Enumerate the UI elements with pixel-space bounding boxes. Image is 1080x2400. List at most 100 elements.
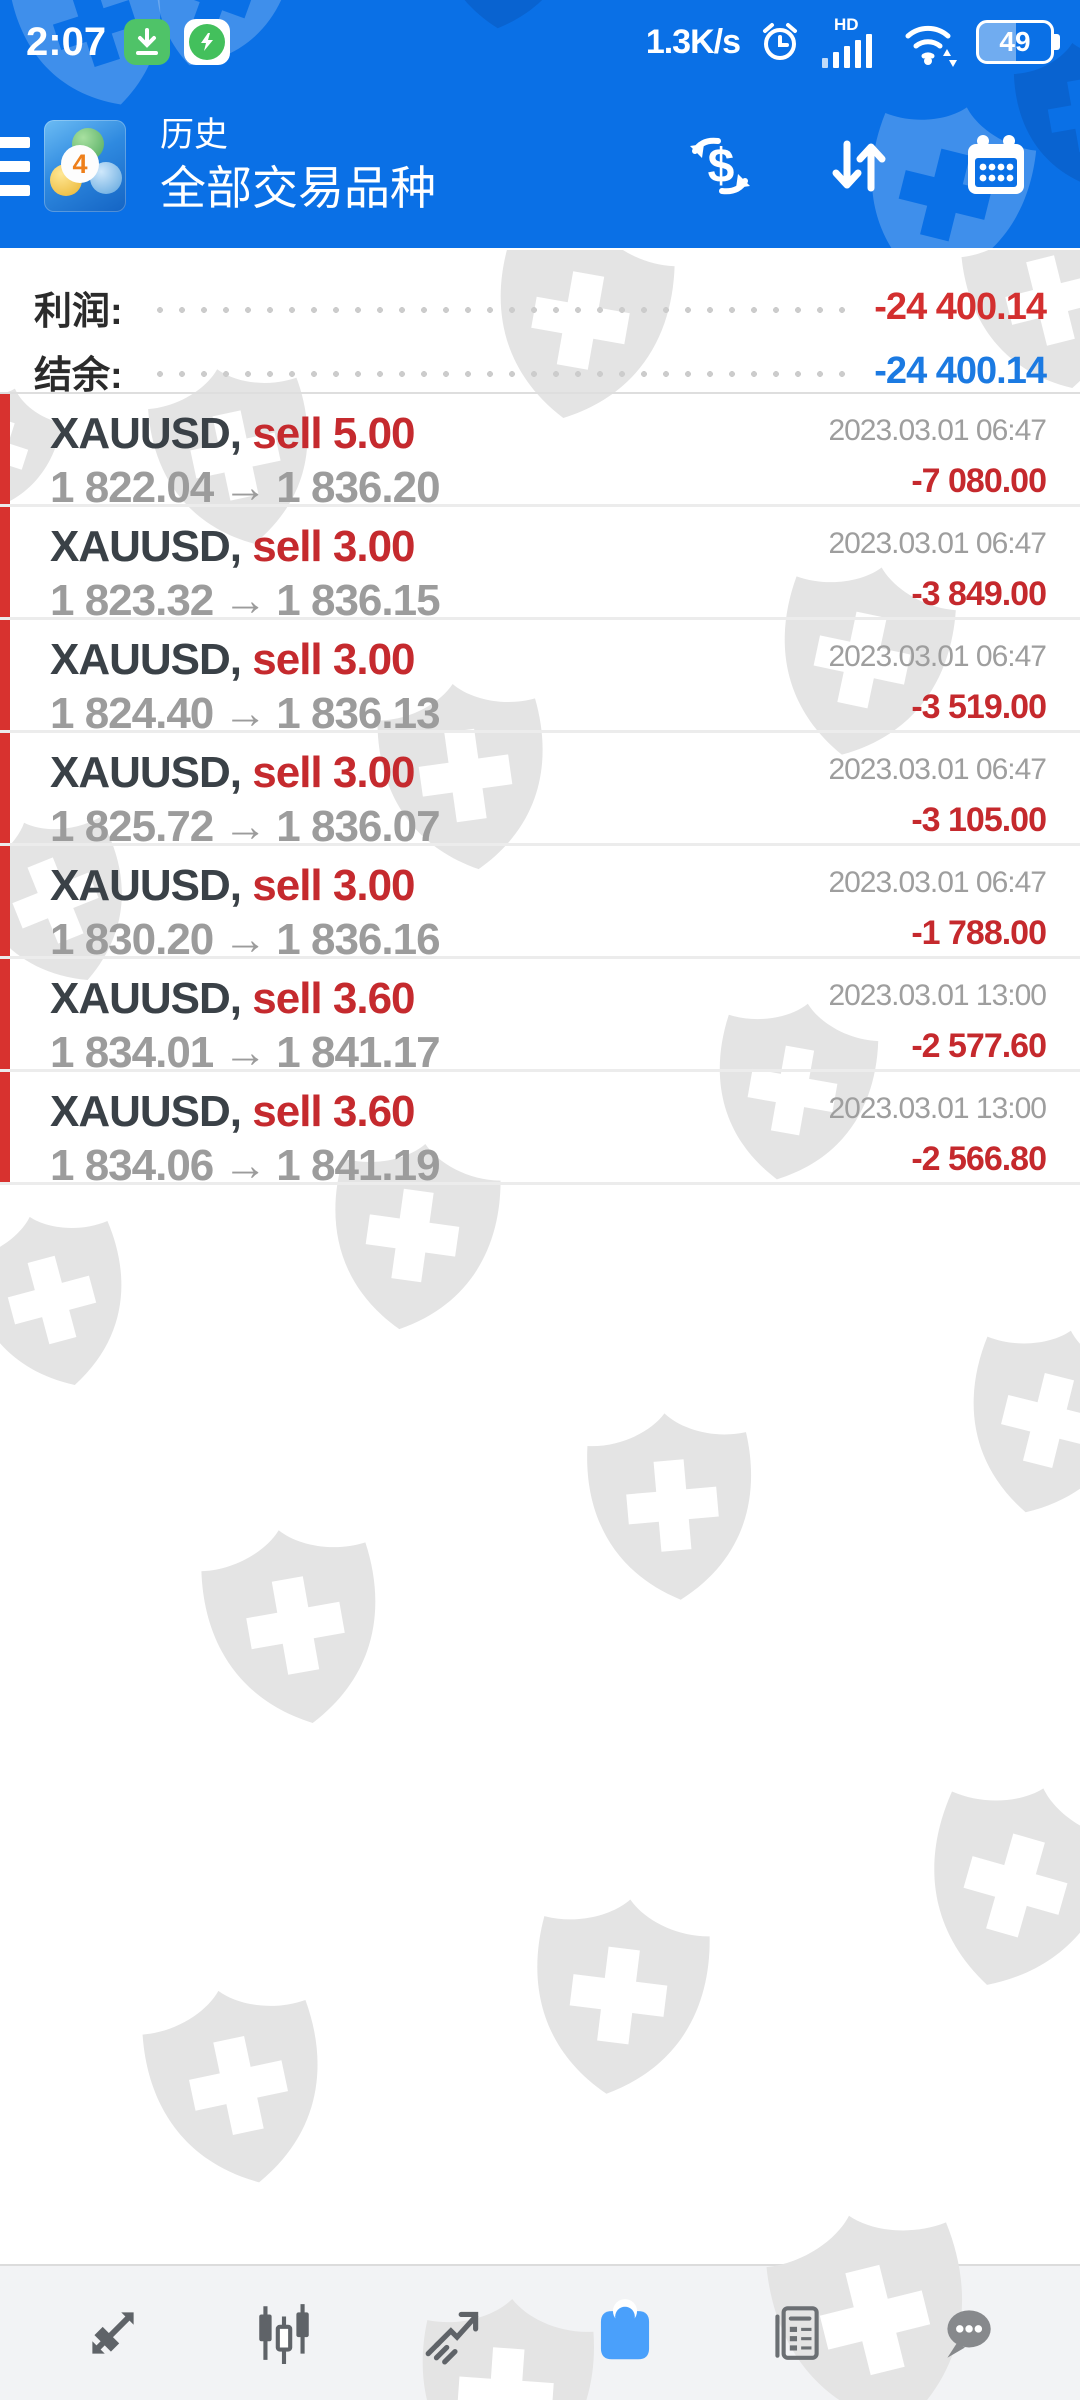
trade-prices: 1 823.32 → 1 836.15 — [50, 575, 828, 627]
trade-left: XAUUSD, sell 3.60 1 834.01 → 1 841.17 — [50, 973, 828, 1077]
arrow-glyph: → — [223, 1028, 267, 1077]
trade-side-volume: sell 3.00 — [252, 861, 415, 910]
trade-datetime: 2023.03.01 13:00 — [828, 1092, 1047, 1125]
close-price: 1 836.13 — [276, 689, 440, 738]
app-bar: 4 历史 全部交易品种 $ — [0, 84, 1080, 248]
trade-right: 2023.03.01 06:47 -3 519.00 — [828, 634, 1047, 730]
history-tray-icon[interactable] — [590, 2298, 660, 2368]
trade-symbol: XAUUSD, — [50, 635, 242, 684]
watermark-shield-icon — [586, 1412, 751, 1600]
download-icon — [124, 19, 171, 65]
trade-right: 2023.03.01 06:47 -7 080.00 — [828, 408, 1047, 504]
watermark-shield-icon — [422, 2298, 594, 2400]
arrow-glyph: → — [223, 463, 267, 512]
arrow-glyph: → — [223, 1141, 267, 1190]
trade-arrows-icon[interactable] — [78, 2298, 148, 2368]
watermark-shield-icon — [142, 1990, 318, 2182]
wifi-icon — [905, 25, 957, 67]
watermark-shield-icon — [334, 1143, 501, 1329]
trade-side-volume: sell 3.60 — [252, 974, 415, 1023]
summary-panel: 利润: -24 400.14 结余: -24 400.14 — [0, 248, 1080, 397]
trade-symbol: XAUUSD, — [50, 522, 242, 571]
bottom-nav — [0, 2266, 1080, 2400]
trade-history-list: XAUUSD, sell 5.00 1 822.04 → 1 836.20 2023… — [0, 394, 1080, 1190]
trade-row[interactable]: XAUUSD, sell 3.00 1 824.40 → 1 836.13 2023… — [0, 620, 1080, 738]
profit-value: -24 400.14 — [874, 285, 1047, 328]
battery-fill — [979, 23, 1017, 61]
arrow-glyph: → — [223, 689, 267, 738]
watermark-shield-icon — [200, 1529, 375, 1723]
trade-datetime: 2023.03.01 06:47 — [828, 866, 1047, 899]
trade-datetime: 2023.03.01 06:47 — [828, 527, 1047, 560]
top-bar: 2:07 1.3K/s HD — [0, 0, 1080, 248]
trade-row[interactable]: XAUUSD, sell 3.60 1 834.06 → 1 841.19 2023… — [0, 1072, 1080, 1190]
watermark-shield-icon — [784, 567, 956, 755]
journal-icon[interactable] — [761, 2298, 831, 2368]
battery-percent: 49 — [999, 26, 1031, 57]
clock-time: 2:07 — [26, 19, 107, 64]
open-price: 1 830.20 — [50, 915, 214, 964]
trade-left: XAUUSD, sell 3.60 1 834.06 → 1 841.19 — [50, 1086, 828, 1190]
app-logo-mt4: 4 — [44, 120, 126, 212]
currency-exchange-icon[interactable]: $ — [688, 134, 752, 198]
trade-symbol: XAUUSD, — [50, 1087, 242, 1136]
battery-icon: 49 — [976, 20, 1060, 64]
trade-row[interactable]: XAUUSD, sell 3.00 1 830.20 → 1 836.16 2023… — [0, 846, 1080, 964]
arrow-glyph: → — [223, 576, 267, 625]
open-price: 1 834.01 — [50, 1028, 214, 1077]
status-left-icons — [124, 19, 231, 65]
trade-profit: -2 577.60 — [911, 1027, 1047, 1065]
trade-datetime: 2023.03.01 06:47 — [828, 640, 1047, 673]
balance-label: 结余: — [34, 354, 123, 397]
watermark-shield-icon — [766, 2215, 963, 2400]
profit-label: 利润: — [34, 290, 123, 333]
trade-row[interactable]: XAUUSD, sell 3.00 1 825.72 → 1 836.07 2023… — [0, 733, 1080, 851]
trade-side-volume: sell 3.00 — [252, 748, 415, 797]
trend-chart-icon[interactable] — [420, 2298, 490, 2368]
trade-side-volume: sell 3.00 — [252, 522, 415, 571]
watermark-shield-icon — [933, 1787, 1080, 1985]
calendar-icon[interactable] — [964, 134, 1028, 198]
balance-value: -24 400.14 — [874, 349, 1047, 392]
trade-left: XAUUSD, sell 3.00 1 824.40 → 1 836.13 — [50, 634, 828, 738]
trade-profit: -7 080.00 — [911, 462, 1047, 500]
watermark-shield-icon — [500, 250, 675, 418]
close-price: 1 836.16 — [276, 915, 440, 964]
page-title: 历史 — [160, 116, 228, 154]
trade-right: 2023.03.01 13:00 -2 566.80 — [828, 1086, 1047, 1182]
close-price: 1 836.20 — [276, 463, 440, 512]
open-price: 1 824.40 — [50, 689, 214, 738]
trade-profit: -1 788.00 — [911, 914, 1047, 952]
trade-prices: 1 824.40 → 1 836.13 — [50, 688, 828, 740]
logo-badge: 4 — [61, 145, 99, 183]
trade-left: XAUUSD, sell 5.00 1 822.04 → 1 836.20 — [50, 408, 828, 512]
watermark-shield-icon — [147, 368, 307, 544]
close-price: 1 836.15 — [276, 576, 440, 625]
arrow-glyph: → — [223, 915, 267, 964]
open-price: 1 834.06 — [50, 1141, 214, 1190]
menu-icon[interactable] — [0, 136, 30, 196]
page-title-block: 历史 全部交易品种 — [160, 115, 436, 217]
header-actions: $ — [688, 134, 1080, 198]
alarm-icon — [763, 23, 797, 60]
trade-row[interactable]: XAUUSD, sell 3.00 1 823.32 → 1 836.15 2023… — [0, 507, 1080, 625]
trade-symbol: XAUUSD, — [50, 748, 242, 797]
svg-text:HD: HD — [834, 15, 859, 34]
signal-icon: HD — [822, 15, 872, 68]
watermark-shield-icon — [0, 1216, 122, 1386]
trade-left: XAUUSD, sell 3.00 1 830.20 → 1 836.16 — [50, 860, 828, 964]
status-right-icons: 1.3K/s HD — [646, 14, 1060, 70]
chat-icon[interactable] — [932, 2298, 1002, 2368]
power-saver-icon — [184, 19, 231, 65]
sort-arrows-icon[interactable] — [826, 134, 890, 198]
trade-right: 2023.03.01 13:00 -2 577.60 — [828, 973, 1047, 1069]
watermark-shield-icon — [961, 250, 1080, 388]
trade-row[interactable]: XAUUSD, sell 5.00 1 822.04 → 1 836.20 2023… — [0, 394, 1080, 512]
symbol-filter-label: 全部交易品种 — [160, 162, 436, 214]
trade-datetime: 2023.03.01 13:00 — [828, 979, 1047, 1012]
status-bar: 2:07 1.3K/s HD — [0, 0, 1080, 84]
candlestick-chart-icon[interactable] — [249, 2298, 319, 2368]
trade-row[interactable]: XAUUSD, sell 3.60 1 834.01 → 1 841.17 2023… — [0, 959, 1080, 1077]
